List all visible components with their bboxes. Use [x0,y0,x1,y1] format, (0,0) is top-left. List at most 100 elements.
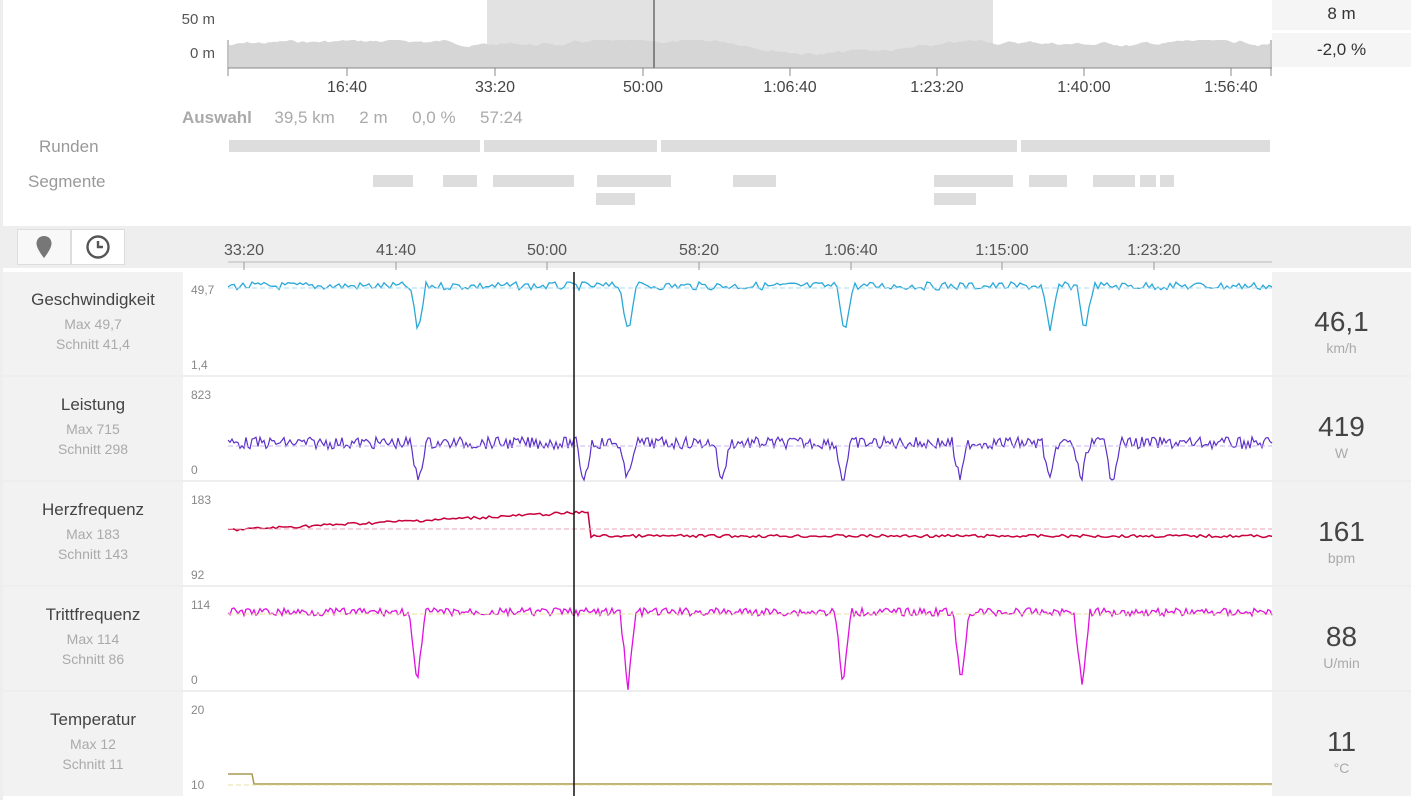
overview-tick-label: 50:00 [622,79,664,96]
metric-current-value: 11 [1326,726,1357,757]
lap-bar[interactable] [661,140,1017,152]
metric-unit: °C [1333,760,1350,776]
segment-bar[interactable] [1029,175,1067,187]
segment-bar[interactable] [1140,175,1156,187]
segment-bar[interactable] [934,175,1013,187]
power-line [227,434,1273,482]
metric-unit: bpm [1327,550,1356,566]
metric-avg: Schnitt 143 [57,546,129,562]
time-axis-tick: 1:23:20 [1127,242,1181,259]
metric-max: Max 12 [70,736,116,752]
metric-unit: W [1334,445,1349,461]
metric-label-temperature: Temperatur Max 12 Schnitt 11 [3,692,183,796]
y-axis-min: 10 [191,778,205,792]
speed-line [227,279,1273,332]
lap-bar[interactable] [484,140,657,152]
time-axis-tick: 50:00 [526,242,568,259]
metric-label-speed: Geschwindigkeit Max 49,7 Schnitt 41,4 [3,272,183,375]
temperature-line [228,773,1272,785]
metric-avg: Schnitt 86 [61,651,125,667]
metric-max: Max 715 [66,421,120,437]
metric-value-cadence: 88 U/min [1272,587,1411,690]
metric-name: Trittfrequenz [45,605,141,624]
elevation-readout: 8 m [1272,0,1411,30]
chart-toolbar [3,226,1411,268]
metric-name: Temperatur [50,710,136,729]
metric-avg: Schnitt 298 [57,441,129,457]
time-axis-tick: 1:15:00 [975,242,1029,259]
time-axis-tick: 58:20 [678,242,720,259]
segment-bar[interactable] [373,175,413,187]
time-view-button[interactable] [71,229,125,265]
metric-label-cadence: Trittfrequenz Max 114 Schnitt 86 [3,587,183,690]
metric-max: Max 114 [66,631,120,647]
segment-bar[interactable] [733,175,776,187]
detail-time-axis [228,261,1272,270]
selection-distance: 39,5 km [274,108,335,127]
time-axis-tick: 1:06:40 [824,242,878,259]
metric-name: Herzfrequenz [41,500,145,519]
segment-bar[interactable] [934,193,976,205]
left-border [0,0,3,800]
time-axis-tick: 33:20 [223,242,265,259]
heartrate-line [227,510,1273,539]
metric-value-speed: 46,1 km/h [1272,272,1411,375]
metric-current-value: 88 [1325,621,1358,652]
segment-bar[interactable] [597,175,671,187]
selection-duration: 57:24 [480,108,523,127]
segment-bar[interactable] [596,193,635,205]
metric-value-power: 419 W [1272,377,1411,480]
selection-elevation: 2 m [359,108,388,127]
metric-name: Leistung [60,395,126,414]
y-axis-max: 20 [191,703,205,717]
metric-value-temperature: 11 °C [1272,692,1411,796]
overview-tick-label: 16:40 [326,79,368,96]
metric-current-value: 419 [1318,411,1365,442]
overview-tick-label: 1:06:40 [763,79,817,96]
y-axis-max: 49,7 [191,283,215,297]
y-axis-min: 0 [191,463,198,477]
selection-label: Auswahl [182,108,252,127]
metric-current-value: 161 [1318,516,1365,547]
segment-bar[interactable] [1093,175,1135,187]
segments-label: Segmente [28,172,106,191]
overview-tick-label: 1:56:40 [1204,79,1258,96]
overview-tick-label: 1:23:20 [910,79,964,96]
metric-max: Max 183 [66,526,120,542]
metric-max: Max 49,7 [64,316,122,332]
overview-tick-label: 1:40:00 [1057,79,1111,96]
metric-label-power: Leistung Max 715 Schnitt 298 [3,377,183,480]
segment-bar[interactable] [443,175,477,187]
metric-value-heartrate: 161 bpm [1272,482,1411,585]
metric-current-value: 46,1 [1314,306,1369,337]
elevation-area [229,40,1270,68]
y-axis-max: 114 [191,598,211,612]
metric-unit: U/min [1323,655,1360,671]
y-axis-max: 823 [191,388,212,402]
y-axis-max: 183 [191,493,212,507]
segment-bar[interactable] [1160,175,1174,187]
time-axis-tick: 41:40 [375,242,417,259]
selection-grade: 0,0 % [412,108,456,127]
metric-unit: km/h [1326,340,1357,356]
cadence-line [227,605,1273,690]
clock-icon [86,235,110,259]
y-axis-min: 92 [191,568,205,582]
metric-label-heartrate: Herzfrequenz Max 183 Schnitt 143 [3,482,183,585]
overview-tick-label: 33:20 [474,79,516,96]
metric-name: Geschwindigkeit [31,290,155,309]
y-axis-min: 0 [191,673,198,687]
segment-bar[interactable] [493,175,574,187]
elevation-axis-label-top: 50 m [181,11,215,28]
elevation-profile-chart[interactable] [0,0,1411,110]
map-view-button[interactable] [17,229,71,265]
grade-readout: -2,0 % [1272,33,1411,67]
selection-summary: Auswahl 39,5 km 2 m 0,0 % 57:24 [182,108,523,128]
metric-avg: Schnitt 11 [62,756,124,772]
y-axis-min: 1,4 [191,358,208,372]
lap-bar[interactable] [1021,140,1270,152]
laps-label: Runden [39,137,99,156]
lap-bar[interactable] [229,140,480,152]
map-pin-icon [36,236,52,258]
